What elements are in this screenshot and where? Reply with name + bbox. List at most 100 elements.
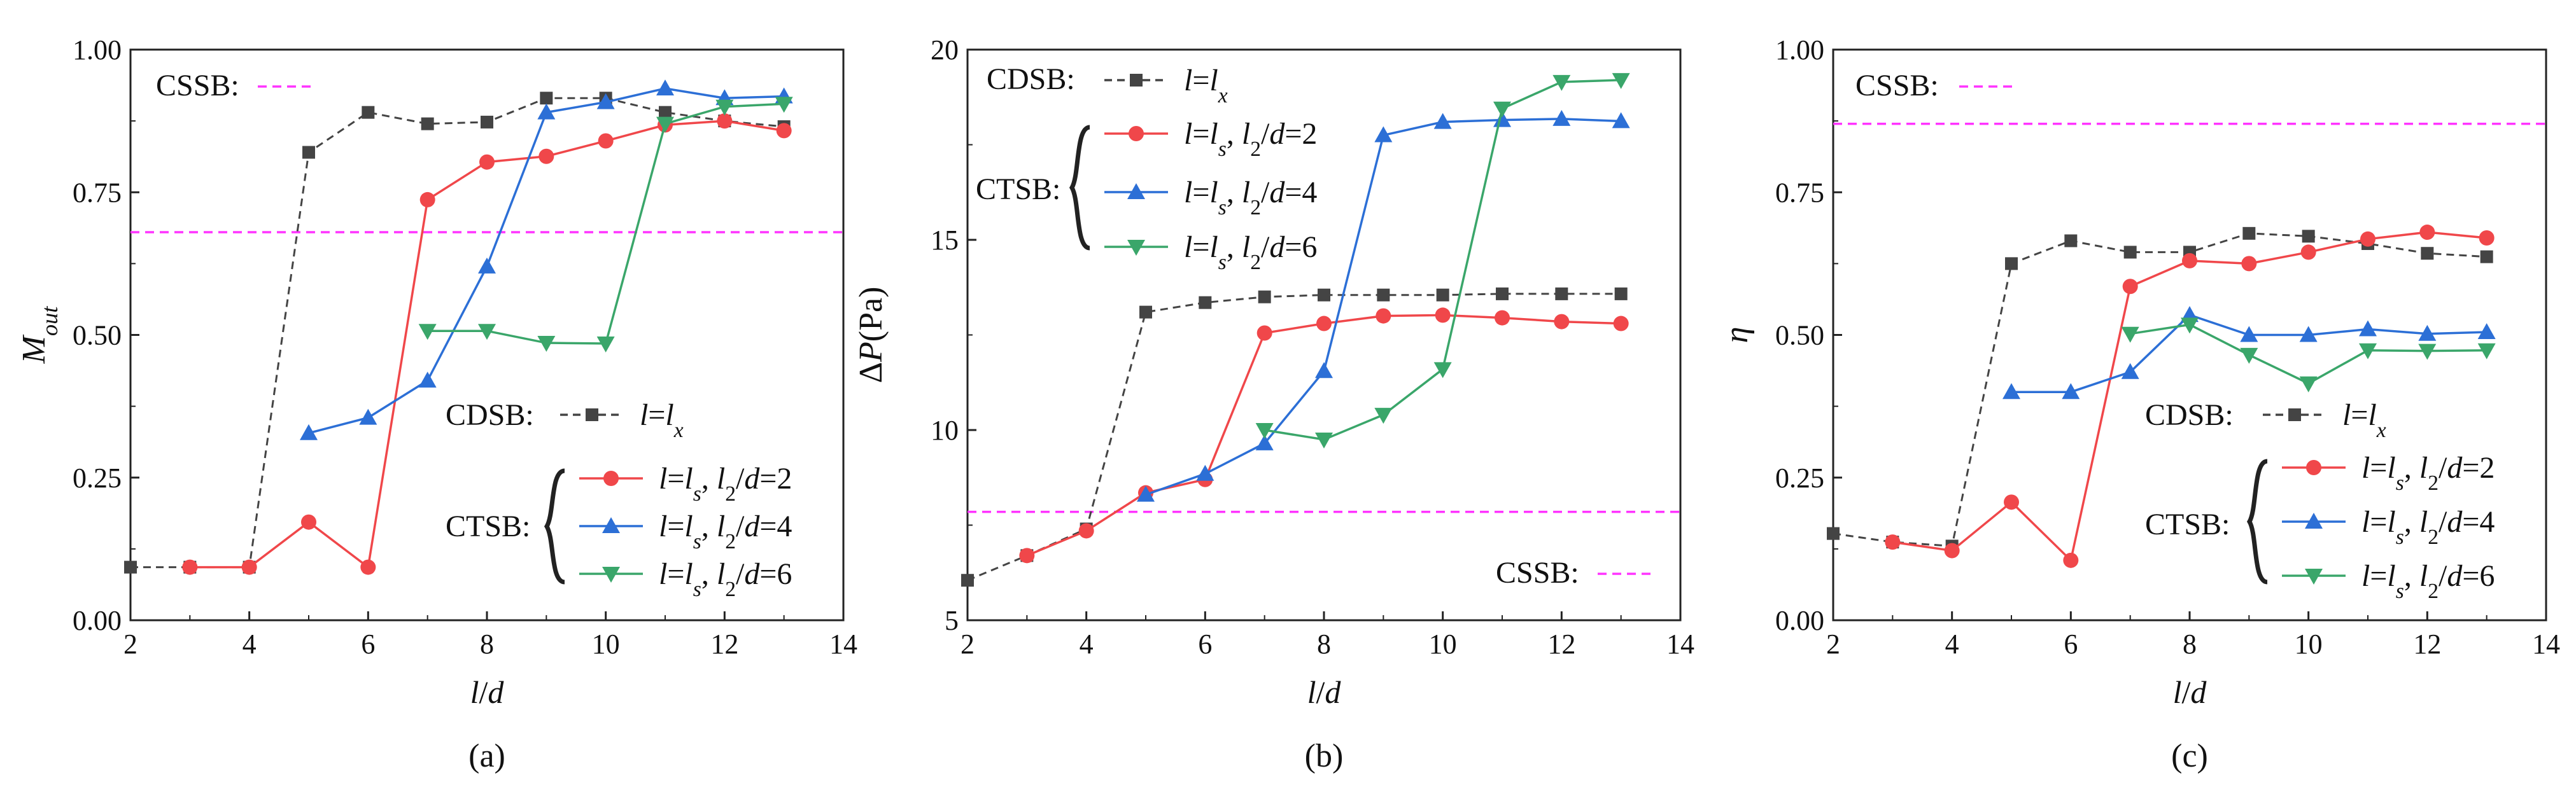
data-point: [538, 148, 554, 164]
label-part: d: [2447, 451, 2463, 485]
label-part: ,: [2404, 451, 2419, 485]
data-point: [1433, 113, 1452, 129]
y-tick-label: 0.75: [1775, 177, 1824, 208]
label-part: =6: [759, 557, 792, 591]
cssb-label: CSSB:: [1496, 556, 1579, 590]
label-part: =4: [759, 510, 792, 543]
data-point: [362, 106, 375, 119]
chart-panel-1: 2 4 6 8 10 12 140.000.250.500.751.00l/dMout(a)…: [16, 34, 857, 774]
ctsb-label: CTSB:: [2145, 508, 2230, 541]
series-ls_2: [182, 113, 792, 575]
data-point: [1318, 288, 1330, 302]
data-point: [2477, 343, 2496, 359]
legend-text: l=lx: [2342, 398, 2386, 442]
label-part: l: [2361, 505, 2370, 539]
label-part: =6: [2462, 559, 2495, 593]
label-part: 2: [1250, 137, 1261, 161]
x-tick-label: 6: [2064, 629, 2078, 660]
label-part: /: [736, 462, 745, 496]
data-point: [2418, 324, 2437, 341]
data-point: [1199, 296, 1212, 309]
series-ls_2: [1885, 225, 2495, 568]
label-part: /: [1261, 117, 1270, 151]
cssb-label: CSSB:: [1855, 69, 1939, 102]
label-part: /: [2182, 674, 2191, 710]
data-point: [1315, 362, 1333, 379]
y-axis-label-group: Mout: [16, 306, 62, 365]
data-point: [1137, 485, 1155, 502]
data-point: [1495, 310, 1510, 326]
label-part: =4: [2462, 505, 2495, 539]
data-point: [2122, 279, 2138, 295]
x-axis-label: l/d: [2173, 674, 2207, 710]
label-part: l: [1184, 230, 1192, 264]
label-part: l: [1242, 176, 1250, 209]
label-part: d: [2447, 505, 2463, 539]
label-part: s: [2396, 525, 2404, 549]
data-point: [1614, 287, 1628, 300]
x-tick-label: 6: [1198, 629, 1212, 660]
label-part: (Pa): [853, 287, 889, 342]
label-part: η: [1719, 327, 1755, 344]
label-part: l: [2368, 398, 2376, 432]
data-point: [2421, 247, 2434, 260]
x-tick-label: 2: [961, 629, 975, 660]
data-point: [418, 372, 437, 388]
data-point: [1315, 432, 1333, 448]
legend-marker: [586, 408, 598, 421]
data-point: [2240, 326, 2258, 342]
label-part: ,: [1227, 176, 1242, 209]
label-part: d: [1325, 674, 1341, 710]
data-point: [478, 257, 496, 274]
series-ls_4: [300, 79, 793, 440]
label-part: d: [2190, 674, 2207, 710]
data-point: [2123, 246, 2137, 259]
label-part: =2: [2462, 451, 2495, 485]
label-part: =: [667, 510, 684, 543]
label-part: l: [1184, 64, 1192, 97]
label-part: l: [2387, 505, 2395, 539]
data-point: [478, 324, 496, 340]
label-part: l: [1209, 176, 1218, 209]
label-part: =: [667, 557, 684, 591]
legend-marker: [2305, 513, 2323, 529]
panel-label: (b): [1305, 738, 1344, 774]
x-axis-label: l/d: [470, 674, 505, 710]
label-part: =: [2370, 505, 2387, 539]
label-part: l: [640, 398, 648, 432]
data-point: [2419, 225, 2435, 240]
label-part: l: [1209, 230, 1218, 264]
label-part: l: [1184, 176, 1192, 209]
y-tick-label: 0.50: [73, 320, 122, 351]
label-part: ,: [2404, 559, 2419, 593]
data-point: [1436, 288, 1449, 302]
series-line: [130, 97, 784, 569]
label-part: l: [659, 510, 667, 543]
legend-text: l=lx: [1184, 64, 1228, 108]
label-part: s: [693, 578, 701, 601]
x-tick-label: 12: [710, 629, 738, 660]
x-tick-label: 8: [2183, 629, 2197, 660]
label-part: /: [1261, 230, 1270, 264]
legend-marker: [2288, 408, 2301, 421]
series-ls_4: [1137, 109, 1630, 502]
data-point: [2302, 230, 2315, 243]
data-point: [1552, 109, 1571, 126]
data-point: [1139, 305, 1152, 319]
legend: CSSB:CDSB: l=lxl=ls, l2/d=2l=ls, l2/d=4l=…: [1855, 69, 2495, 603]
y-tick-label: 15: [931, 225, 959, 256]
y-tick-label: 10: [931, 415, 959, 446]
data-point: [1019, 548, 1035, 564]
data-point: [2479, 230, 2495, 246]
y-axis-label: Mout: [16, 306, 62, 365]
data-point: [1612, 112, 1630, 129]
label-part: l: [684, 557, 693, 591]
series-ls_6: [1255, 73, 1630, 448]
x-tick-label: 2: [1826, 629, 1840, 660]
label-part: =: [648, 398, 665, 432]
label-part: d: [1269, 117, 1285, 151]
label-part: s: [2396, 471, 2404, 495]
data-point: [1435, 307, 1451, 323]
series-cdsb: [124, 92, 791, 574]
